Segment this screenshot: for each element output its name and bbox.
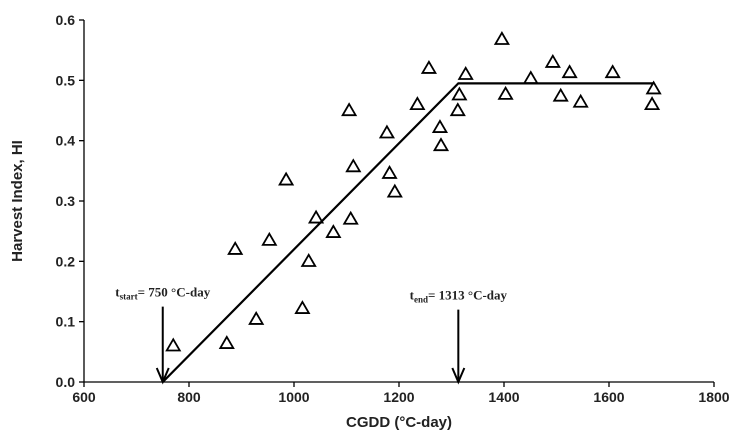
triangle-data-point — [345, 158, 362, 173]
triangle-data-point — [457, 66, 474, 80]
y-axis-title: Harvest Index, HI — [9, 140, 26, 262]
annotation-subscript: end — [414, 295, 428, 305]
triangle-data-point — [409, 96, 426, 111]
y-tick-label: 0.6 — [56, 12, 76, 28]
y-tick-label: 0.1 — [56, 314, 76, 330]
triangle-data-point — [278, 171, 295, 186]
data-points — [165, 31, 662, 352]
triangle-data-point — [552, 87, 569, 102]
y-tick-label: 0.3 — [56, 193, 76, 209]
y-tick-label: 0.5 — [56, 72, 76, 88]
y-tick-label: 0.0 — [56, 374, 76, 390]
y-tick-label: 0.4 — [56, 133, 76, 149]
triangle-data-point — [386, 183, 403, 198]
triangle-data-point — [643, 96, 661, 111]
triangle-data-point — [544, 53, 561, 68]
triangle-data-point — [261, 231, 278, 246]
x-axis-title: CGDD (°C-day) — [346, 414, 452, 431]
triangle-data-point — [248, 310, 265, 325]
annotation-prefix: t — [115, 285, 120, 300]
annotation-label-end: tend= 1313 °C-day — [410, 288, 508, 305]
triangle-data-point — [342, 210, 359, 225]
annotation-value: = 750 °C-day — [138, 285, 211, 300]
triangle-data-point — [325, 224, 342, 238]
x-tick-label: 1200 — [383, 389, 414, 405]
triangle-data-point — [307, 209, 325, 224]
annotation-value: = 1313 °C-day — [428, 288, 508, 303]
x-axis-ticks: 600 800 1000 1200 1400 1600 1800 — [72, 382, 730, 405]
triangle-data-point — [493, 31, 510, 45]
triangle-data-point — [378, 124, 395, 139]
annotation-label-start: tstart= 750 °C-day — [115, 285, 210, 302]
plot-area: 600 800 1000 1200 1400 1600 1800 0.00.10.20.30… — [56, 12, 730, 405]
triangle-data-point — [561, 64, 578, 79]
y-axis-ticks: 0.0 0.1 0.2 0.3 0.4 0.5 0.6 — [56, 12, 84, 390]
x-tick-label: 1400 — [488, 389, 519, 405]
arrow-head-icon — [155, 367, 170, 385]
arrow-head-icon — [451, 367, 466, 385]
triangle-data-point — [218, 335, 235, 349]
fit-line-group — [161, 82, 654, 383]
triangle-data-point — [431, 119, 449, 133]
annotation-subscript: start — [120, 292, 138, 302]
fitted-line — [161, 82, 654, 383]
triangle-data-point — [300, 253, 317, 267]
triangle-data-point — [645, 80, 662, 95]
x-tick-label: 1000 — [278, 389, 309, 405]
triangle-data-point — [449, 102, 466, 117]
annotation-prefix: t — [410, 288, 415, 303]
triangle-data-point — [165, 337, 182, 352]
triangle-data-point — [432, 137, 450, 152]
x-tick-label: 600 — [72, 389, 96, 405]
x-tick-label: 1800 — [698, 389, 729, 405]
triangle-data-point — [522, 70, 539, 85]
y-tick-label: 0.2 — [56, 253, 76, 269]
triangle-data-point — [572, 93, 589, 108]
triangle-data-point — [381, 164, 398, 179]
triangle-data-point — [497, 85, 514, 100]
triangle-data-point — [227, 240, 244, 255]
triangle-data-point — [294, 300, 311, 314]
x-tick-label: 800 — [177, 389, 201, 405]
triangle-data-point — [341, 102, 358, 117]
triangle-data-point — [604, 64, 621, 79]
triangle-data-point — [420, 59, 437, 74]
x-tick-label: 1600 — [593, 389, 624, 405]
annotations: tstart= 750 °C-day tend= 1313 °C-day — [115, 285, 508, 385]
triangle-data-point — [451, 86, 468, 101]
